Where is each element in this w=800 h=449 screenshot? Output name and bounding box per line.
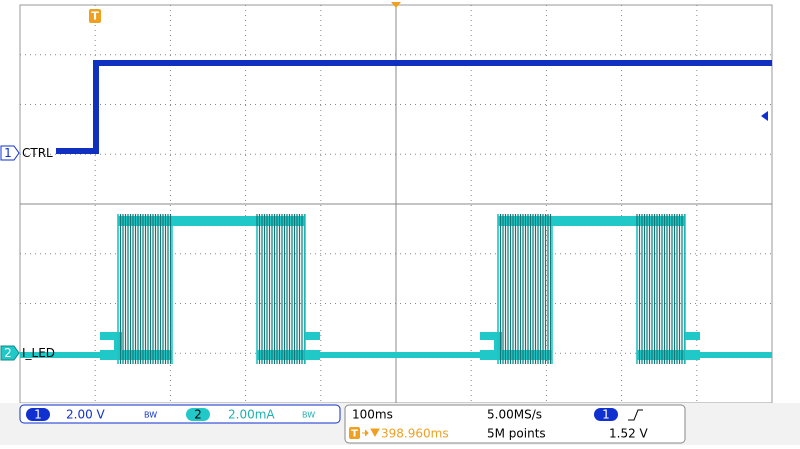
ch2-badge [186,408,210,421]
ch2-label: I_LED [22,346,55,360]
trigger-position: 398.960ms [381,427,449,441]
ch1-label: CTRL [22,146,53,160]
trigger-level [761,111,768,121]
ch1-bandwidth: BW [144,411,157,420]
ch1-scale: 2.00 V [66,408,106,422]
ch2-marker [0,345,20,361]
ch1-number: 1 [4,146,12,160]
ch2-bandwidth: BW [302,411,315,420]
trigger-source-badge [594,408,618,421]
ch2-scale: 2.00mA [228,408,275,422]
channel-box [19,404,341,424]
timebase-scale: 100ms [352,408,393,422]
sample-rate: 5.00MS/s [487,408,542,422]
record-length: 5M points [487,427,546,441]
ch1-marker [0,145,20,161]
led-burst-edge [497,214,686,364]
ch2-number: 2 [4,346,12,360]
trigger-slope [628,409,643,421]
trigger-level: 1.52 V [609,427,649,441]
ch1-badge [26,408,50,421]
waveforms [20,60,772,364]
trigger-position [391,2,401,8]
trigger-position-arrow [362,428,380,438]
ch2-badge-number: 2 [194,408,202,422]
led-burst-edge [117,214,306,364]
trigger-source: 1 [602,408,610,422]
trigger-position-badge-label: T [351,429,358,440]
ch1-badge-number: 1 [34,408,42,422]
trigger-marker [89,9,101,23]
trigger-marker-label: T [91,10,99,23]
trigger-position-badge [349,427,360,439]
